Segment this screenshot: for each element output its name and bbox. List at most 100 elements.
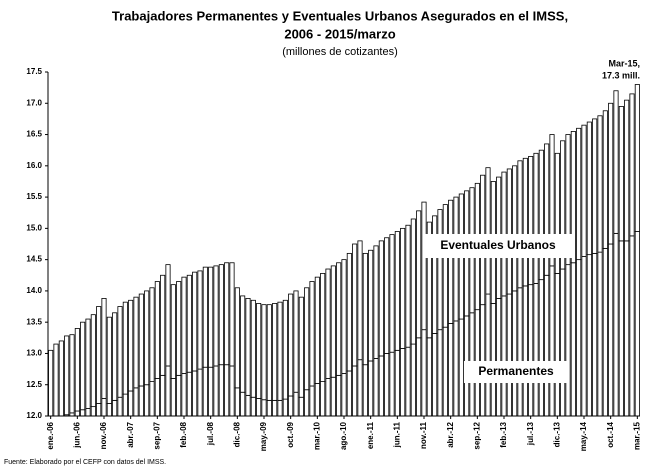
bar-segment	[629, 235, 635, 416]
bar-segment	[240, 295, 246, 393]
x-tick-label: abr.-07	[126, 421, 135, 447]
bar-segment	[549, 265, 555, 416]
y-tick-label: 13.5	[26, 317, 42, 326]
bar-segment	[405, 224, 411, 348]
label-box	[424, 234, 572, 258]
bar-segment	[90, 406, 96, 416]
bar-segment	[304, 287, 310, 391]
bar-segment	[197, 270, 203, 370]
bar-segment	[181, 373, 187, 416]
x-tick-label: sep.-07	[152, 421, 161, 449]
bar-segment	[378, 240, 384, 357]
bar-segment	[544, 143, 550, 276]
bar-segment	[218, 364, 224, 416]
bar-segment	[565, 264, 571, 416]
bar-segment	[421, 201, 427, 331]
bar-segment	[592, 252, 598, 416]
bar-segment	[624, 240, 630, 416]
bar-segment	[224, 262, 230, 366]
bar-segment	[426, 337, 432, 416]
y-tick-label: 13.0	[26, 349, 42, 358]
bar-segment	[293, 391, 299, 416]
bar-segment	[106, 403, 112, 416]
bar-segment	[373, 358, 379, 416]
bar-segment	[570, 131, 576, 264]
bar-segment	[277, 399, 283, 416]
bar-segment	[176, 281, 182, 376]
bar-segment	[485, 167, 491, 295]
bar-segment	[538, 279, 544, 416]
bar-segment	[330, 265, 336, 378]
bar-segment	[165, 264, 171, 367]
bar-segment	[149, 381, 155, 416]
bar-segment	[186, 274, 192, 373]
bar-segment	[133, 296, 139, 389]
bar-segment	[576, 259, 582, 416]
bar-segment	[288, 395, 294, 416]
y-tick-label: 16.0	[26, 161, 42, 170]
bar-segment	[272, 399, 278, 416]
bar-segment	[384, 237, 390, 354]
bar-segment	[421, 329, 427, 416]
bar-segment	[74, 328, 80, 412]
bar-segment	[506, 168, 512, 295]
x-tick-label: nov.-06	[99, 421, 108, 449]
bar-segment	[602, 247, 608, 416]
x-tick-label: may.-14	[579, 421, 588, 451]
x-tick-label: jul.-13	[526, 421, 535, 446]
bar-segment	[122, 301, 128, 395]
x-tick-label: feb.-08	[179, 421, 188, 447]
bar-segment	[85, 318, 91, 409]
bar-segment	[128, 390, 134, 416]
bar-segment	[490, 303, 496, 416]
bar-segment	[528, 156, 534, 286]
bar-segment	[288, 293, 294, 397]
bar-segment	[634, 231, 640, 416]
bar-segment	[368, 360, 374, 416]
bar-segment	[90, 314, 96, 408]
bar-segment	[629, 93, 635, 237]
bar-segment	[480, 304, 486, 416]
bar-segment	[384, 353, 390, 416]
bar-segment	[432, 215, 438, 334]
bar-segment	[618, 106, 624, 242]
bar-segment	[181, 276, 187, 374]
bar-segment	[501, 295, 507, 416]
bar-segment	[554, 152, 560, 274]
bar-segment	[400, 348, 406, 416]
bar-segment	[330, 376, 336, 416]
bar-segment	[426, 221, 432, 339]
bar-segment	[53, 343, 59, 416]
bar-segment	[453, 320, 459, 416]
x-tick-label: may.-09	[259, 421, 268, 451]
bar-segment	[400, 227, 406, 349]
bar-segment	[170, 284, 176, 379]
bar-segment	[165, 365, 171, 416]
bar-segment	[357, 359, 363, 416]
annotation: Permanentes	[478, 364, 554, 378]
bar-segment	[202, 366, 208, 416]
bar-segment	[314, 276, 320, 384]
bar-segment	[170, 378, 176, 416]
bar-segment	[144, 384, 150, 416]
bar-segment	[245, 298, 251, 396]
bar-segment	[218, 264, 224, 366]
bar-segment	[394, 231, 400, 351]
x-tick-label: dic.-13	[552, 421, 561, 447]
bar-segment	[341, 259, 347, 374]
bar-segment	[410, 218, 416, 345]
bar-segment	[597, 115, 603, 253]
bar-segment	[80, 409, 86, 416]
bar-segment	[293, 290, 299, 393]
bar-segment	[522, 157, 528, 287]
bar-segment	[517, 287, 523, 416]
bar-segment	[405, 346, 411, 416]
x-tick-label: feb.-13	[499, 421, 508, 447]
x-tick-label: ene.-06	[46, 421, 55, 449]
bar-segment	[602, 110, 608, 249]
x-tick-label: dic.-08	[232, 421, 241, 447]
x-tick-label: mar.-10	[312, 421, 321, 450]
bar-segment	[437, 209, 443, 331]
bar-segment	[549, 134, 555, 267]
bar-segment	[133, 387, 139, 416]
